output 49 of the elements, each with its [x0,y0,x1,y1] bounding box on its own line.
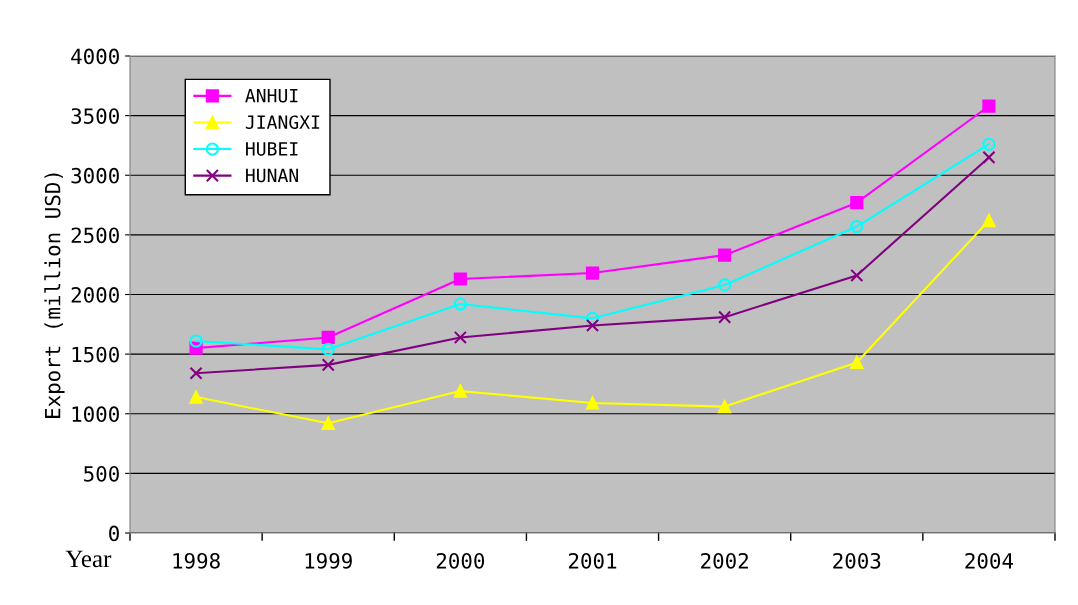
x-tick-label: 2004 [965,552,1014,569]
y-tick-label: 1000 [72,406,119,423]
point [585,311,600,325]
point [189,390,203,404]
point [321,342,335,356]
point [453,297,467,311]
point [585,396,600,410]
point [982,150,996,164]
point [850,355,864,370]
y-tick-label: 1500 [72,346,119,363]
point [982,99,996,113]
x-tick-label: 2002 [701,552,748,569]
x-tick-label: 1999 [305,552,352,569]
point [189,334,203,348]
legend-label: JIANGXI [245,115,320,130]
x-tick-label: 2003 [833,552,881,569]
x-axis-title: Year [65,550,112,568]
x-tick-label: 2001 [568,552,617,569]
point [321,330,335,345]
point [982,213,996,228]
x-tick-label: 2000 [436,552,485,569]
point [453,384,467,398]
y-tick-label: 4000 [71,48,119,65]
legend-label: HUNAN [246,168,298,183]
point [585,318,600,333]
point [850,219,864,234]
point [585,266,600,280]
x-tick-label: 1998 [173,552,220,569]
point [850,268,864,283]
point [321,416,335,430]
y-tick-label: 500 [84,465,119,482]
point [850,196,864,210]
y-tick-label: 0 [109,525,119,542]
point [718,310,732,324]
y-axis-title: Export (million USD) [44,173,65,418]
legend-label: HUBEI [246,142,298,156]
point [718,278,732,292]
point [718,248,732,262]
point [718,400,732,414]
y-tick-label: 3000 [71,167,119,184]
point [453,272,467,286]
legend-label: ANHUI [245,89,298,103]
point [982,137,996,151]
y-tick-label: 3500 [71,108,119,124]
y-tick-label: 2500 [71,227,119,244]
point [321,358,335,372]
y-tick-label: 2000 [71,287,119,303]
point [189,366,203,380]
point [453,330,467,345]
